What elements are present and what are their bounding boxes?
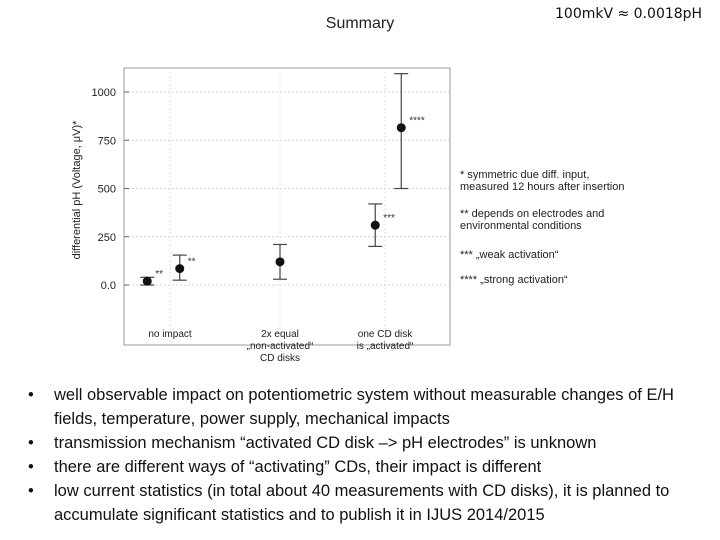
x-category-label: „non-activated“	[247, 341, 314, 352]
y-tick-label: 500	[98, 184, 116, 196]
bullet-item: • there are different ways of “activating…	[28, 455, 708, 479]
legend-note: environmental conditions	[460, 220, 582, 232]
bullet-list: • well observable impact on potentiometri…	[28, 383, 708, 527]
legend-note: **** „strong activation“	[460, 274, 568, 286]
y-tick-label: 0.0	[101, 280, 116, 292]
x-category-label: is „activated“	[357, 341, 414, 352]
point-annotation: ****	[409, 116, 425, 127]
bullet-item: • transmission mechanism “activated CD di…	[28, 431, 708, 455]
data-point	[275, 257, 285, 267]
y-tick-label: 750	[98, 135, 116, 147]
page-title: Summary	[325, 15, 395, 32]
legend-note: *** „weak activation“	[460, 249, 559, 261]
data-point	[396, 123, 406, 133]
bullet-dot-icon: •	[28, 458, 34, 476]
differential-ph-chart: 0.0 250 500 750 1000 differential pH (Voltage…	[71, 67, 624, 364]
bullet-item: • low current statistics (in total about …	[28, 479, 708, 527]
bullet-dot-icon: •	[28, 386, 34, 404]
x-category-label: no impact	[148, 329, 192, 340]
point-annotation: **	[155, 269, 163, 280]
bullet-text: there are different ways of “activating”…	[54, 458, 542, 476]
point-annotation: ***	[383, 213, 395, 224]
conversion-note: 100mkV ≈ 0.0018pH	[555, 6, 703, 22]
legend-note: ** depends on electrodes and	[460, 208, 604, 220]
x-category-label: 2x equal	[261, 329, 299, 340]
data-point	[142, 276, 152, 286]
bullet-text: transmission mechanism “activated CD dis…	[54, 434, 597, 452]
bullet-item: • well observable impact on potentiometri…	[28, 383, 708, 431]
point-annotation: **	[188, 257, 196, 268]
data-point	[370, 220, 380, 230]
data-point	[175, 264, 185, 274]
x-category-label: CD disks	[260, 353, 300, 364]
y-tick-label: 1000	[92, 87, 116, 99]
y-axis-label: differential pH (Voltage, μV)*	[71, 120, 83, 260]
bullet-text: well observable impact on potentiometric…	[54, 386, 674, 428]
y-tick-label: 250	[98, 232, 116, 244]
legend-note: measured 12 hours after insertion	[460, 181, 624, 193]
chart-frame	[123, 67, 451, 346]
legend-note: * symmetric due diff. input,	[460, 169, 589, 181]
bullet-dot-icon: •	[28, 434, 34, 452]
bullet-text: low current statistics (in total about 4…	[54, 482, 670, 524]
x-category-label: one CD disk	[358, 329, 413, 340]
bullet-dot-icon: •	[28, 482, 34, 500]
